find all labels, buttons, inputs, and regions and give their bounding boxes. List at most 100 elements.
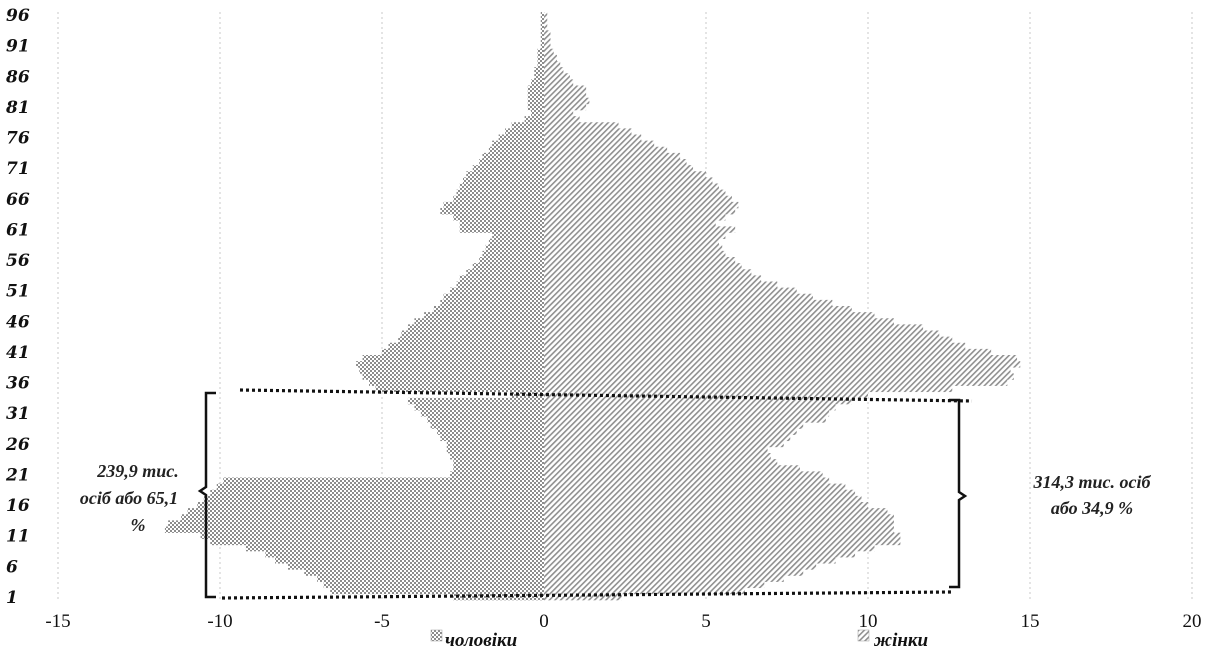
bar-men	[527, 85, 544, 92]
y-tick-label: 16	[6, 496, 30, 516]
bar-men	[466, 269, 544, 276]
y-tick-label: 61	[6, 220, 30, 240]
bar-women	[544, 116, 580, 123]
bar-men	[443, 293, 544, 301]
bar-women	[544, 281, 778, 288]
bar-women	[544, 373, 1014, 380]
bar-men	[482, 152, 544, 160]
bar-women	[544, 134, 642, 141]
bar-women	[544, 379, 1008, 386]
bar-women	[544, 61, 561, 68]
bar-men	[437, 428, 544, 435]
bar-women	[544, 434, 791, 442]
bar-men	[537, 54, 544, 62]
x-tick-label: 15	[1021, 611, 1040, 632]
bar-men	[210, 538, 544, 546]
x-tick-label: -15	[45, 611, 70, 632]
bar-men	[524, 116, 544, 123]
y-tick-label: 41	[6, 343, 30, 363]
bar-women	[544, 348, 992, 356]
bar-men	[479, 257, 544, 264]
bar-women	[544, 581, 765, 589]
annotation-left-line-3: %	[131, 515, 146, 535]
bar-men	[330, 587, 544, 595]
bar-men	[433, 306, 544, 313]
bar-women	[544, 238, 719, 246]
bar-men	[245, 544, 545, 552]
bar-women	[544, 257, 736, 264]
bar-men	[459, 183, 544, 190]
bar-men	[427, 416, 544, 423]
annotation-brackets	[197, 388, 973, 600]
bar-women	[544, 152, 681, 160]
bar-men	[537, 48, 544, 56]
bar-men	[488, 238, 544, 246]
y-tick-label: 76	[6, 129, 30, 149]
upper-dotted-line	[239, 388, 973, 403]
bar-men	[527, 103, 544, 111]
bar-men	[446, 446, 544, 454]
bar-women	[544, 177, 713, 184]
x-tick-label: 0	[539, 611, 549, 632]
x-tick-label: -5	[374, 611, 390, 632]
bar-women	[544, 551, 856, 558]
bar-women	[544, 471, 823, 478]
bar-men	[479, 159, 544, 166]
bar-women	[544, 189, 726, 197]
bar-women	[544, 593, 622, 601]
y-tick-label: 86	[5, 67, 30, 87]
legend-label-men: чоловіки	[445, 630, 517, 651]
bar-women	[544, 404, 836, 411]
bar-men	[401, 330, 544, 337]
bar-women	[544, 459, 778, 466]
bar-men	[527, 91, 544, 99]
y-tick-label: 51	[6, 282, 30, 302]
bar-women	[544, 36, 551, 43]
bar-men	[414, 404, 544, 411]
bar-women	[544, 428, 797, 435]
bar-women	[544, 410, 830, 417]
bar-men	[187, 508, 544, 515]
bar-women	[544, 195, 732, 203]
y-tick-label: 91	[6, 37, 30, 57]
x-tick-label: 5	[701, 611, 711, 632]
bar-men	[459, 220, 544, 227]
bar-men	[466, 171, 544, 178]
y-tick-label: 71	[6, 159, 30, 179]
bar-men	[440, 208, 544, 215]
bar-women	[544, 18, 548, 25]
annotation-left-line-1: 239,9 тис.	[96, 461, 179, 481]
women-series	[544, 12, 1021, 601]
bar-women	[544, 128, 632, 135]
y-tick-label: 66	[6, 190, 30, 210]
bar-men	[453, 465, 544, 472]
bar-women	[544, 514, 894, 521]
bar-men	[398, 336, 544, 344]
bar-women	[544, 244, 723, 252]
bar-women	[544, 312, 875, 319]
bar-men	[540, 30, 544, 37]
bar-men	[440, 434, 544, 442]
bar-women	[544, 544, 875, 552]
bar-women	[544, 520, 894, 527]
bar-men	[540, 24, 544, 31]
bar-women	[544, 97, 590, 105]
y-tick-label: 6	[6, 557, 18, 577]
bar-women	[544, 275, 762, 282]
y-tick-label: 56	[6, 251, 30, 271]
bar-women	[544, 324, 924, 331]
bar-women	[544, 103, 587, 111]
bar-women	[544, 336, 953, 344]
bar-men	[492, 232, 544, 239]
bar-women	[544, 397, 852, 405]
bar-women	[544, 293, 813, 301]
bar-women	[544, 220, 716, 227]
bar-women	[544, 232, 726, 239]
bar-women	[544, 54, 557, 62]
bar-men	[531, 79, 544, 86]
bar-men	[356, 361, 544, 368]
y-tick-label: 21	[5, 465, 30, 485]
legend-label-women: жінки	[873, 630, 928, 651]
bar-men	[463, 177, 544, 184]
